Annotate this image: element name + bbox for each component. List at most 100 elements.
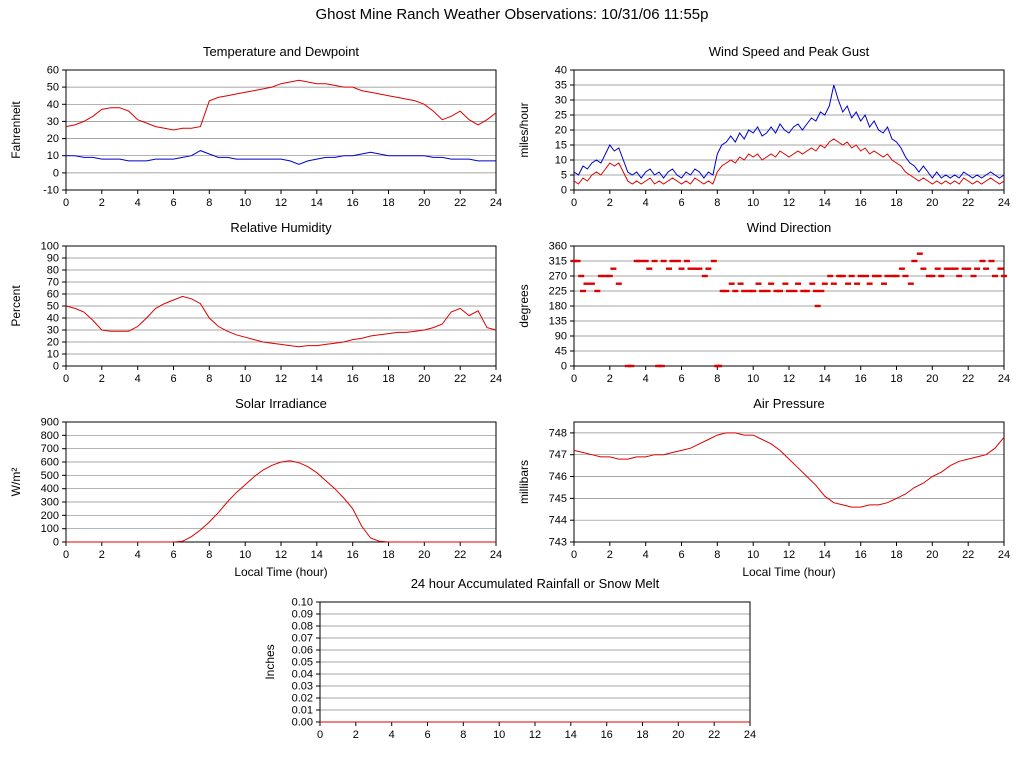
x-tick-label: 0: [63, 549, 69, 561]
x-tick-label: 18: [382, 373, 394, 385]
y-tick-label: 360: [549, 241, 567, 253]
x-tick-label: 6: [424, 729, 430, 741]
x-tick-label: 8: [714, 373, 720, 385]
x-tick-label: 4: [389, 729, 395, 741]
y-tick-label: 25: [555, 110, 567, 122]
wind-direction-point: [889, 274, 896, 278]
x-tick-label: 20: [418, 549, 430, 561]
wind-direction-point: [728, 282, 735, 285]
wind-direction-point: [839, 274, 846, 278]
wind-direction-point: [603, 274, 610, 278]
y-tick-label: 70: [47, 277, 59, 289]
y-tick-label: 100: [41, 241, 59, 253]
x-tick-label: 20: [672, 729, 684, 741]
x-tick-label: 8: [206, 373, 212, 385]
wind-direction-point: [961, 267, 968, 270]
wind-direction-point: [594, 289, 601, 293]
wind-direction-point: [881, 282, 887, 285]
wind-speed-line: [573, 138, 1005, 185]
wind-direction-point: [947, 267, 954, 270]
wind-direction-point: [741, 289, 748, 293]
x-tick-label: 4: [135, 197, 141, 209]
y-tick-label: 0.10: [292, 597, 313, 609]
wind-direction-point: [683, 259, 690, 263]
wind-direction-point: [658, 364, 665, 368]
x-tick-label: 22: [962, 549, 974, 561]
wind-direction-point: [666, 267, 672, 270]
y-tick-label: 0: [53, 167, 59, 179]
x-tick-label: 8: [460, 729, 466, 741]
plot-border: [573, 421, 1005, 543]
temperature-dewpoint-chart: -10 0 10 20 30 40 50 60 0 2 4 6 8 10 12 14 16 18 20 22 24 Tem…: [8, 40, 508, 217]
x-tick-label: 22: [962, 373, 974, 385]
wind-direction-point: [992, 274, 998, 278]
wind-direction-point: [588, 282, 595, 285]
y-axis-label: Fahrenheit: [9, 101, 23, 159]
x-tick-label: 4: [135, 549, 141, 561]
wind-direction-point: [916, 252, 923, 255]
wind-direction-point: [692, 267, 699, 270]
y-tick-label: 40: [47, 313, 59, 325]
wind-direction-point: [746, 289, 753, 293]
y-tick-label: 80: [47, 265, 59, 277]
page-title: Ghost Mine Ranch Weather Observations: 1…: [315, 6, 709, 23]
x-tick-label: 24: [490, 197, 502, 209]
wind-direction-point: [571, 259, 577, 263]
wind-direction-point: [580, 289, 586, 293]
wind-direction-point: [578, 274, 585, 278]
y-tick-label: 200: [41, 510, 59, 522]
wind-direction-point: [669, 259, 676, 263]
wind-direction-point: [606, 274, 613, 278]
y-tick-label: 743: [549, 537, 567, 549]
relative-humidity-chart: 0 10 20 30 40 50 60 70 80 90 100 0 2 4 6 8 10 12 14 16 18 20 2…: [8, 216, 508, 393]
y-tick-label: 0: [53, 537, 59, 549]
x-tick-label: 20: [418, 197, 430, 209]
wind-direction-point: [956, 274, 963, 278]
chart-title: Wind Direction: [747, 220, 832, 235]
x-tick-label: 12: [275, 373, 287, 385]
y-tick-label: 745: [549, 493, 567, 505]
y-tick-label: 0.05: [292, 657, 313, 669]
chart-title: Temperature and Dewpoint: [203, 44, 359, 59]
wind-direction-point: [646, 267, 653, 270]
wind-direction-point: [884, 274, 891, 278]
x-tick-label: 2: [99, 197, 105, 209]
x-tick-label: 12: [275, 549, 287, 561]
wind-direction-point: [687, 267, 694, 270]
x-tick-label: 10: [239, 197, 251, 209]
x-tick-label: 18: [890, 197, 902, 209]
y-tick-label: 600: [41, 457, 59, 469]
x-tick-label: 4: [135, 373, 141, 385]
wind-direction-point: [716, 364, 723, 368]
wind-direction-point: [803, 289, 810, 293]
wind-direction-point: [857, 274, 864, 278]
y-tick-label: 10: [47, 150, 59, 162]
wind-direction-point: [795, 282, 801, 285]
wind-direction-point: [809, 282, 816, 285]
x-tick-label: 18: [890, 373, 902, 385]
x-tick-label: 20: [926, 197, 938, 209]
wind-direction-point: [872, 274, 878, 278]
x-tick-label: 20: [418, 373, 430, 385]
wind-direction-point: [660, 259, 667, 263]
x-tick-label: 4: [643, 549, 649, 561]
y-axis-label: W/m²: [9, 468, 23, 497]
plot-border: [65, 421, 497, 543]
x-axis-label: Local Time (hour): [742, 565, 835, 579]
air-pressure-line: [573, 432, 1005, 508]
wind-direction-point: [574, 259, 581, 263]
x-tick-label: 6: [170, 549, 176, 561]
wind-direction-point: [970, 274, 977, 278]
x-tick-label: 12: [783, 373, 795, 385]
x-tick-label: 14: [819, 373, 831, 385]
wind-direction-point: [812, 289, 819, 293]
y-tick-label: 90: [555, 331, 567, 343]
y-axis-label: millibars: [517, 460, 531, 504]
wind-direction-point: [898, 267, 905, 270]
x-tick-label: 8: [206, 197, 212, 209]
wind-direction-point: [759, 289, 766, 293]
